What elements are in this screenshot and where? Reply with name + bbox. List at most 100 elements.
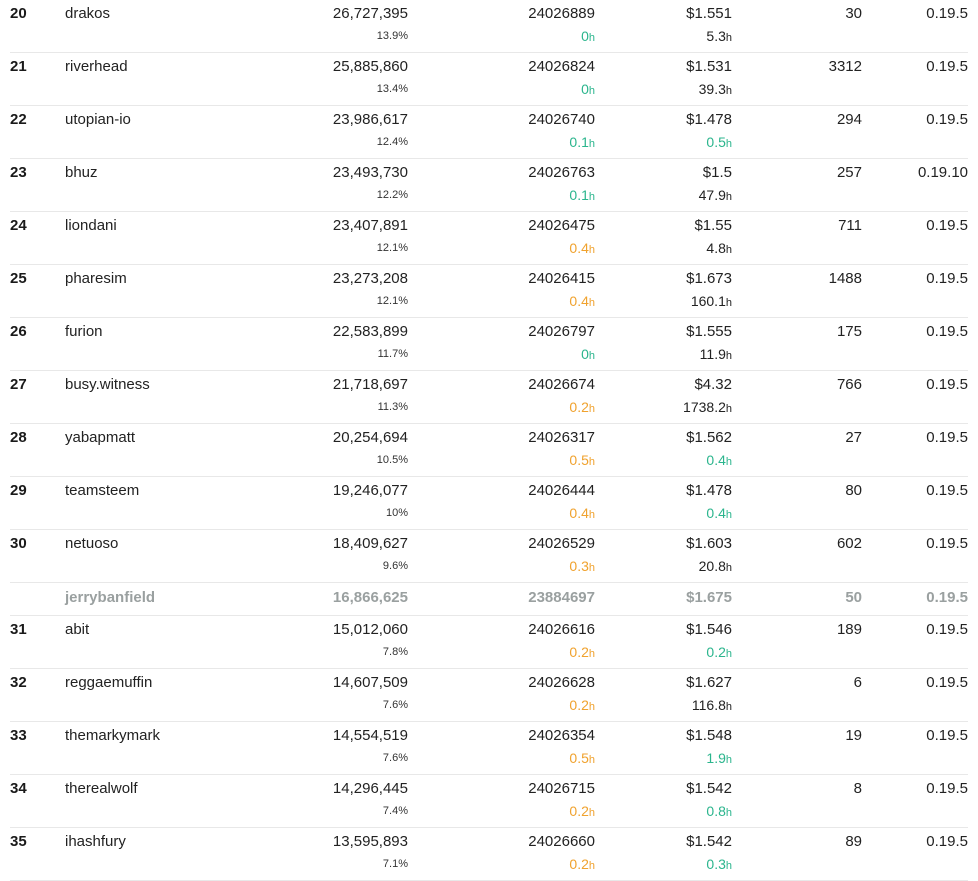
witness-name-link[interactable]: jerrybanfield — [65, 589, 156, 606]
vote-percent: 12.4% — [376, 136, 408, 148]
hour-unit: h — [588, 350, 595, 362]
price-feed: $1.531 — [686, 58, 732, 75]
price-feed-age-value: 20.8 — [698, 558, 726, 574]
table-row: 20 drakos 26,727,395 13.9% 24026889 0h $1.551 5… — [10, 0, 968, 53]
hour-unit: h — [588, 297, 595, 309]
block-age: 0.1h — [569, 134, 595, 150]
vote-percent: 12.2% — [376, 189, 408, 201]
vote-percent: 7.1% — [382, 858, 408, 870]
missed-blocks: 89 — [845, 833, 862, 850]
block-age: 0.5h — [569, 452, 595, 468]
vote-total: 23,273,208 — [332, 270, 408, 287]
rank-number: 22 — [10, 111, 27, 128]
rank-number: 21 — [10, 58, 27, 75]
table-row: 25 pharesim 23,273,208 12.1% 24026415 0.4h $1.… — [10, 265, 968, 318]
hour-unit: h — [588, 860, 595, 872]
hour-unit: h — [725, 32, 732, 44]
price-feed-age: 160.1h — [691, 293, 732, 309]
vote-total: 22,583,899 — [332, 323, 408, 340]
price-feed-age: 1.9h — [706, 750, 732, 766]
hour-unit: h — [725, 509, 732, 521]
price-feed-age-value: 0.4 — [706, 505, 726, 521]
price-feed-age: 0.2h — [706, 644, 732, 660]
hour-unit: h — [588, 244, 595, 256]
price-feed-age: 0.3h — [706, 856, 732, 872]
witness-name-link[interactable]: therealwolf — [65, 780, 138, 797]
last-block: 24026354 — [528, 727, 595, 744]
price-feed-age-value: 0.5 — [706, 134, 726, 150]
price-feed-age: 1738.2h — [683, 399, 732, 415]
hour-unit: h — [588, 754, 595, 766]
missed-blocks: 80 — [845, 482, 862, 499]
price-feed-age-value: 0.2 — [706, 644, 726, 660]
rank-number: 29 — [10, 482, 27, 499]
hour-unit: h — [725, 350, 732, 362]
witness-name-link[interactable]: themarkymark — [65, 727, 161, 744]
rank-number: 34 — [10, 780, 27, 797]
table-row: 23 bhuz 23,493,730 12.2% 24026763 0.1h $1.5 47.… — [10, 159, 968, 212]
vote-percent: 10.5% — [376, 454, 408, 466]
last-block: 23884697 — [528, 589, 595, 606]
witness-name-link[interactable]: riverhead — [65, 58, 128, 75]
block-age-value: 0.2 — [569, 399, 589, 415]
price-feed-age-value: 160.1 — [690, 293, 726, 309]
witness-name-link[interactable]: liondani — [65, 217, 117, 234]
witness-name-link[interactable]: abit — [65, 621, 90, 638]
price-feed-age: 0.5h — [706, 134, 732, 150]
missed-blocks: 19 — [845, 727, 862, 744]
witness-name-link[interactable]: ihashfury — [65, 833, 126, 850]
rank-number: 28 — [10, 429, 27, 446]
hour-unit: h — [588, 191, 595, 203]
witness-name-link[interactable]: busy.witness — [65, 376, 150, 393]
version: 0.19.5 — [926, 833, 968, 850]
missed-blocks: 27 — [845, 429, 862, 446]
vote-total: 21,718,697 — [332, 376, 408, 393]
witness-name-link[interactable]: bhuz — [65, 164, 98, 181]
hour-unit: h — [588, 701, 595, 713]
vote-total: 20,254,694 — [332, 429, 408, 446]
witness-name-link[interactable]: drakos — [65, 5, 111, 22]
witness-name-link[interactable]: furion — [65, 323, 103, 340]
table-row: 28 yabapmatt 20,254,694 10.5% 24026317 0.5h $1… — [10, 424, 968, 477]
witness-name-link[interactable]: reggaemuffin — [65, 674, 153, 691]
version: 0.19.5 — [926, 376, 968, 393]
missed-blocks: 175 — [836, 323, 862, 340]
hour-unit: h — [588, 562, 595, 574]
table-row-disabled: jerrybanfield 16,866,625 23884697 $1.675 50 0… — [10, 583, 968, 616]
hour-unit: h — [725, 191, 732, 203]
price-feed-age: 116.8h — [692, 697, 732, 713]
vote-total: 14,607,509 — [332, 674, 408, 691]
price-feed: $1.675 — [686, 589, 732, 606]
block-age-value: 0.5 — [569, 452, 589, 468]
witness-name-link[interactable]: utopian-io — [65, 111, 131, 128]
witness-name-link[interactable]: pharesim — [65, 270, 127, 287]
hour-unit: h — [725, 562, 732, 574]
witness-name-link[interactable]: yabapmatt — [65, 429, 136, 446]
missed-blocks: 711 — [838, 217, 862, 234]
missed-blocks: 3312 — [828, 58, 862, 75]
hour-unit: h — [725, 297, 732, 309]
block-age-value: 0.4 — [569, 293, 589, 309]
vote-percent: 11.7% — [377, 348, 408, 360]
vote-percent: 10% — [385, 507, 408, 519]
price-feed-age-value: 47.9 — [698, 187, 726, 203]
table-row: 29 teamsteem 19,246,077 10% 24026444 0.4h $1.4… — [10, 477, 968, 530]
hour-unit: h — [725, 456, 732, 468]
vote-total: 23,986,617 — [332, 111, 408, 128]
price-feed: $1.542 — [686, 833, 732, 850]
price-feed: $1.542 — [686, 780, 732, 797]
block-age-value: 0.1 — [569, 134, 589, 150]
last-block: 24026889 — [528, 5, 595, 22]
block-age-value: 0.1 — [569, 187, 589, 203]
missed-blocks: 6 — [853, 674, 862, 691]
block-age: 0.2h — [569, 856, 595, 872]
witness-name-link[interactable]: teamsteem — [65, 482, 140, 499]
witness-name-link[interactable]: netuoso — [65, 535, 119, 552]
price-feed-age: 0.4h — [706, 505, 732, 521]
price-feed: $1.551 — [686, 5, 732, 22]
hour-unit: h — [725, 860, 732, 872]
last-block: 24026628 — [528, 674, 595, 691]
price-feed: $1.562 — [686, 429, 732, 446]
table-row: 27 busy.witness 21,718,697 11.3% 24026674 0.2… — [10, 371, 968, 424]
vote-percent: 7.4% — [382, 805, 408, 817]
